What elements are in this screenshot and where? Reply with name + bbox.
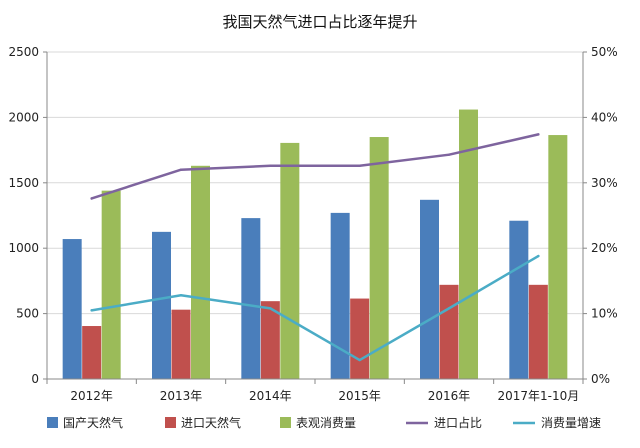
line-point-消费量增速: [179, 294, 183, 297]
bar-表观消费量: [369, 137, 389, 379]
bar-进口天然气: [528, 284, 548, 379]
bar-国产天然气: [62, 239, 82, 379]
bar-进口天然气: [82, 326, 102, 379]
legend-label-国产天然气: 国产天然气: [63, 415, 123, 430]
y-left-tick-label: 1500: [8, 176, 39, 190]
line-series-进口占比: [90, 133, 540, 200]
legend-label-进口天然气: 进口天然气: [181, 415, 241, 430]
bar-国产天然气: [509, 220, 529, 379]
y-right-tick-label: 50%: [591, 45, 618, 59]
y-left-tick-label: 1000: [8, 241, 39, 255]
x-tick-label: 2015年: [338, 389, 381, 403]
bar-表观消费量: [459, 109, 478, 379]
bar-进口天然气: [171, 309, 191, 379]
y-left-tick-label: 500: [16, 307, 39, 321]
y-left-tick-label: 0: [31, 372, 39, 386]
bar-表观消费量: [280, 142, 300, 379]
lines: [90, 133, 540, 362]
bar-表观消费量: [101, 190, 121, 379]
line-series-消费量增速: [90, 254, 540, 362]
y-right-tick-label: 30%: [591, 176, 618, 190]
line-point-消费量增速: [90, 309, 93, 312]
line-point-进口占比: [537, 133, 540, 136]
line-point-进口占比: [447, 153, 451, 156]
x-tick-label: 2013年: [160, 389, 203, 403]
y-right-tick-label: 20%: [591, 241, 618, 255]
bar-国产天然气: [330, 212, 350, 379]
axes: 0 500 1000 1500 2000 2500 0% 10% 20% 30% 40% 50% 201…: [8, 45, 617, 403]
bar-表观消费量: [191, 165, 210, 379]
y-right-tick-label: 40%: [591, 110, 618, 124]
line-point-消费量增速: [447, 307, 451, 310]
x-tick-label: 2014年: [249, 389, 292, 403]
legend-label-进口占比: 进口占比: [434, 415, 482, 430]
line-point-进口占比: [90, 197, 93, 200]
chart-title: 我国天然气进口占比逐年提升: [222, 13, 417, 31]
legend-swatch-进口天然气: [165, 417, 176, 428]
bar-进口天然气: [260, 301, 280, 379]
y-left-tick-label: 2000: [8, 110, 39, 124]
line-point-进口占比: [179, 168, 183, 171]
y-right-tick-label: 0%: [591, 372, 610, 386]
legend-swatch-表观消费量: [280, 417, 291, 428]
legend-label-消费量增速: 消费量增速: [541, 416, 601, 430]
bar-国产天然气: [420, 199, 439, 379]
line-point-消费量增速: [537, 254, 540, 258]
line-point-消费量增速: [358, 358, 361, 362]
bar-进口天然气: [439, 284, 459, 379]
legend-swatch-国产天然气: [47, 417, 58, 428]
x-tick-label: 2016年: [428, 389, 471, 403]
legend: 国产天然气 进口天然气 表观消费量 进口占比 消费量增速: [47, 415, 601, 430]
bar-国产天然气: [241, 218, 261, 379]
bar-进口天然气: [350, 298, 370, 379]
line-point-进口占比: [269, 164, 272, 167]
x-tick-label: 2012年: [70, 389, 113, 403]
bar-表观消费量: [548, 135, 568, 379]
bar-国产天然气: [152, 231, 171, 379]
line-point-消费量增速: [269, 307, 272, 310]
x-tick-label: 2017年1-10月: [497, 389, 579, 403]
y-left-tick-label: 2500: [8, 45, 39, 59]
legend-label-表观消费量: 表观消费量: [296, 416, 356, 430]
bars: [62, 109, 568, 379]
line-point-进口占比: [358, 164, 361, 167]
y-right-tick-label: 10%: [591, 307, 618, 321]
